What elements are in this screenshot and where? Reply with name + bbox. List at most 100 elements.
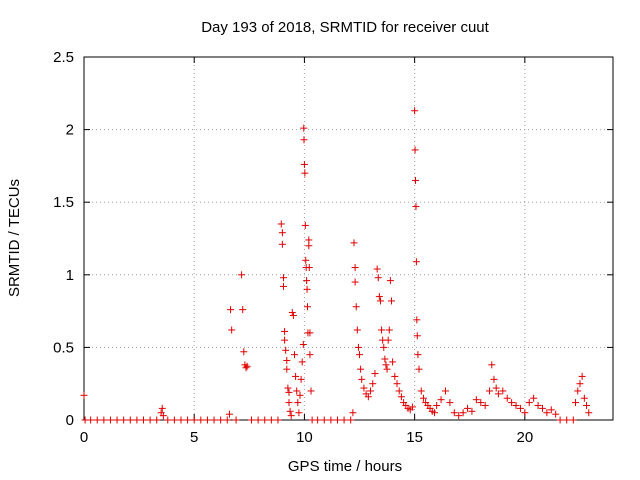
data-point bbox=[282, 346, 290, 354]
data-point bbox=[300, 160, 308, 168]
data-point bbox=[289, 311, 297, 319]
data-point bbox=[133, 416, 141, 424]
data-point bbox=[516, 404, 524, 412]
data-points bbox=[80, 107, 593, 424]
data-point bbox=[286, 407, 294, 415]
data-point bbox=[413, 316, 421, 324]
data-point bbox=[486, 387, 494, 395]
data-point bbox=[530, 394, 538, 402]
data-point bbox=[556, 416, 564, 424]
data-point bbox=[217, 416, 225, 424]
data-point bbox=[381, 355, 389, 363]
data-point bbox=[292, 372, 300, 380]
data-point bbox=[411, 107, 419, 115]
data-point bbox=[552, 410, 560, 418]
data-point bbox=[295, 409, 303, 417]
data-point bbox=[278, 229, 286, 237]
data-point bbox=[223, 416, 231, 424]
data-point bbox=[296, 391, 304, 399]
data-point bbox=[534, 401, 542, 409]
data-point bbox=[306, 351, 314, 359]
data-point bbox=[494, 390, 502, 398]
data-point bbox=[419, 394, 427, 402]
data-point bbox=[314, 416, 322, 424]
data-point bbox=[415, 365, 423, 373]
data-point bbox=[369, 380, 377, 388]
data-point bbox=[298, 358, 306, 366]
data-point bbox=[320, 416, 328, 424]
data-point bbox=[333, 416, 341, 424]
data-point bbox=[100, 416, 108, 424]
data-point bbox=[387, 297, 395, 305]
data-point bbox=[299, 340, 307, 348]
data-point bbox=[301, 221, 309, 229]
data-point bbox=[360, 384, 368, 392]
data-point bbox=[380, 343, 388, 351]
data-point bbox=[367, 387, 375, 395]
data-point bbox=[302, 256, 310, 264]
data-point bbox=[386, 277, 394, 285]
data-point bbox=[450, 409, 458, 417]
data-point bbox=[563, 416, 571, 424]
data-point bbox=[303, 277, 311, 285]
data-point bbox=[389, 358, 397, 366]
data-point bbox=[164, 416, 172, 424]
data-point bbox=[210, 416, 218, 424]
data-point bbox=[228, 326, 236, 334]
data-point bbox=[232, 416, 240, 424]
x-tick-label: 10 bbox=[296, 429, 313, 446]
data-point bbox=[87, 416, 95, 424]
data-point bbox=[300, 136, 308, 144]
data-point bbox=[80, 391, 88, 399]
axis-ticks: 0 5 10 15 20 0 0.5 1 1.5 2 2.5 bbox=[53, 49, 613, 446]
plot-frame bbox=[83, 56, 614, 421]
data-point bbox=[106, 416, 114, 424]
data-point bbox=[395, 387, 403, 395]
data-point bbox=[383, 365, 391, 373]
y-tick-label: 2.5 bbox=[53, 49, 74, 66]
data-point bbox=[113, 416, 121, 424]
data-point bbox=[378, 326, 386, 334]
data-point bbox=[351, 264, 359, 272]
data-point bbox=[239, 306, 247, 314]
data-point bbox=[472, 396, 480, 404]
data-point bbox=[417, 387, 425, 395]
data-point bbox=[352, 303, 360, 311]
data-point bbox=[382, 361, 390, 369]
data-point bbox=[140, 416, 148, 424]
data-point bbox=[488, 361, 496, 369]
data-point bbox=[238, 271, 246, 279]
data-point bbox=[375, 293, 383, 301]
data-point bbox=[240, 348, 248, 356]
data-point bbox=[391, 372, 399, 380]
data-point bbox=[371, 370, 379, 378]
data-point bbox=[411, 146, 419, 154]
data-point bbox=[446, 399, 454, 407]
data-point bbox=[373, 265, 381, 273]
y-tick-label: 0.5 bbox=[53, 339, 74, 356]
data-point bbox=[159, 412, 167, 420]
data-point bbox=[340, 416, 348, 424]
data-point bbox=[300, 124, 308, 132]
data-point bbox=[190, 416, 198, 424]
data-point bbox=[293, 387, 301, 395]
grid-lines bbox=[84, 57, 613, 420]
data-point bbox=[499, 387, 507, 395]
data-point bbox=[158, 404, 166, 412]
data-point bbox=[376, 297, 384, 305]
data-point bbox=[580, 394, 588, 402]
data-point bbox=[477, 399, 485, 407]
x-axis-label: GPS time / hours bbox=[288, 458, 402, 475]
data-point bbox=[285, 388, 293, 396]
x-tick-label: 5 bbox=[190, 429, 198, 446]
data-point bbox=[412, 176, 420, 184]
data-point bbox=[358, 375, 366, 383]
data-point bbox=[184, 416, 192, 424]
data-point bbox=[279, 274, 287, 282]
data-point bbox=[393, 380, 401, 388]
data-point bbox=[306, 329, 314, 337]
data-point bbox=[126, 416, 134, 424]
data-point bbox=[303, 285, 311, 293]
data-point bbox=[254, 416, 262, 424]
data-point bbox=[170, 416, 178, 424]
